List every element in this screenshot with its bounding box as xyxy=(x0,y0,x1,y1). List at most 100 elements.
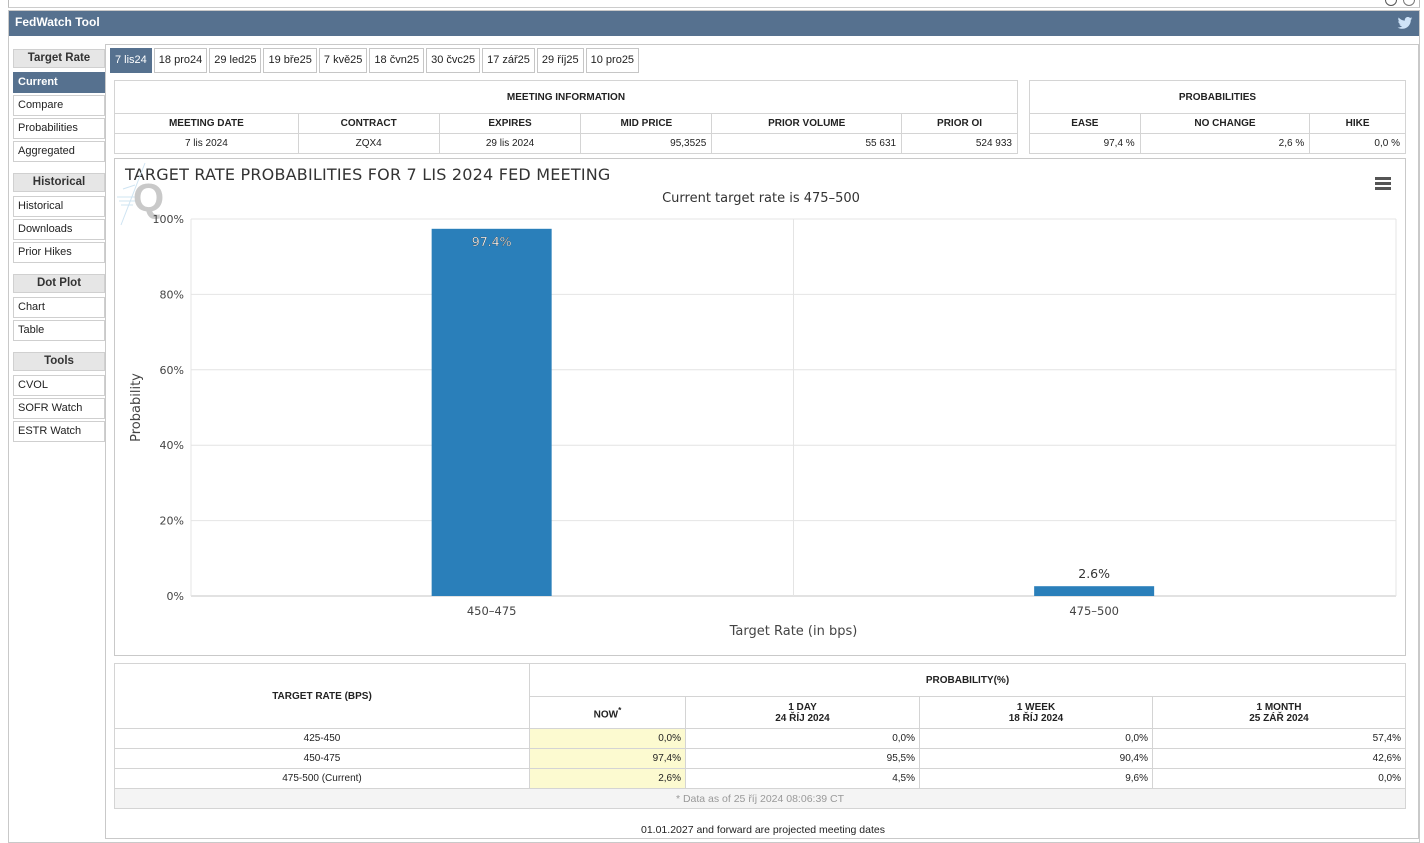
sidebar-item-chart[interactable]: Chart xyxy=(13,297,105,318)
probability-cell: 0,0% xyxy=(685,728,920,749)
col-no-change: NO CHANGE xyxy=(1139,113,1311,134)
table-row: 450-475 97,4% 95,5% 90,4% 42,6% xyxy=(114,748,1406,769)
main-panel: 7 lis24 18 pro24 29 led25 19 bře25 7 kvě25 18… xyxy=(105,44,1419,839)
app-title: FedWatch Tool xyxy=(15,15,100,29)
col-probability-period: NOW* xyxy=(529,696,686,729)
chart-subtitle: Current target rate is 475–500 xyxy=(662,191,860,206)
probability-cell: 2,6% xyxy=(529,768,686,789)
tab-meeting[interactable]: 29 říj25 xyxy=(536,48,584,73)
tab-meeting[interactable]: 18 čvn25 xyxy=(369,48,425,73)
sidebar-item-historical[interactable]: Historical xyxy=(13,196,105,217)
col-probability-period: 1 DAY 24 ŘÍJ 2024 xyxy=(685,696,920,729)
probability-cell: 0,0% xyxy=(529,728,686,749)
meeting-tabs: 7 lis24 18 pro24 29 led25 19 bře25 7 kvě25 18… xyxy=(110,48,641,73)
sidebar-item-estr-watch[interactable]: ESTR Watch xyxy=(13,421,105,442)
y-tick-label: 60% xyxy=(160,364,184,377)
sidebar-nav: Target Rate Current Compare Probabilities Ag… xyxy=(13,49,105,444)
no-change-value: 2,6 % xyxy=(1139,133,1311,154)
twitter-icon[interactable] xyxy=(1397,15,1413,31)
bar[interactable] xyxy=(431,228,552,596)
sidebar-heading[interactable]: Dot Plot xyxy=(13,274,105,293)
target-rate-cell: 450-475 xyxy=(114,748,530,769)
col-ease: EASE xyxy=(1029,113,1141,134)
sidebar-item-prior-hikes[interactable]: Prior Hikes xyxy=(13,242,105,263)
period-date: 24 ŘÍJ 2024 xyxy=(775,712,830,724)
col-hike: HIKE xyxy=(1309,113,1406,134)
sidebar-gap xyxy=(13,164,105,173)
sidebar-item-sofr-watch[interactable]: SOFR Watch xyxy=(13,398,105,419)
window-top-edge xyxy=(8,0,1420,8)
sidebar-item-table[interactable]: Table xyxy=(13,320,105,341)
sidebar-heading[interactable]: Historical xyxy=(13,173,105,192)
window-control-icon[interactable] xyxy=(1403,0,1415,6)
probability-chart: TARGET RATE PROBABILITIES FOR 7 LIS 2024… xyxy=(114,158,1406,656)
period-label: 1 WEEK xyxy=(1016,701,1056,713)
y-tick-label: 100% xyxy=(153,213,184,226)
col-contract: CONTRACT xyxy=(297,113,440,134)
col-mid-price: MID PRICE xyxy=(580,113,713,134)
app-title-bar: FedWatch Tool xyxy=(9,11,1419,36)
table-row: 475-500 (Current) 2,6% 4,5% 9,6% 0,0% xyxy=(114,768,1406,789)
sidebar-item-cvol[interactable]: CVOL xyxy=(13,375,105,396)
tab-meeting[interactable]: 19 bře25 xyxy=(263,48,317,73)
tab-meeting[interactable]: 17 zář25 xyxy=(482,48,535,73)
tab-meeting[interactable]: 30 čvc25 xyxy=(426,48,481,73)
probability-cell: 9,6% xyxy=(919,768,1153,789)
bar-data-label: 97.4% xyxy=(472,234,512,249)
period-footnote-mark: * xyxy=(618,704,622,715)
probability-header: PROBABILITY(%) xyxy=(529,663,1406,697)
bar[interactable] xyxy=(1034,586,1155,596)
probability-cell: 97,4% xyxy=(529,748,686,769)
sidebar-item-downloads[interactable]: Downloads xyxy=(13,219,105,240)
tab-meeting[interactable]: 7 kvě25 xyxy=(318,48,368,73)
expires-value: 29 lis 2024 xyxy=(438,133,582,154)
tab-meeting[interactable]: 10 pro25 xyxy=(585,48,640,73)
sidebar-item-aggregated[interactable]: Aggregated xyxy=(13,141,105,162)
hike-value: 0,0 % xyxy=(1309,133,1406,154)
x-axis-title: Target Rate (in bps) xyxy=(729,624,858,639)
tab-meeting[interactable]: 18 pro24 xyxy=(153,48,208,73)
probability-cell: 90,4% xyxy=(919,748,1153,769)
probability-cell: 57,4% xyxy=(1152,728,1406,749)
projected-dates-footnote: 01.01.2027 and forward are projected mee… xyxy=(641,824,885,836)
contract-value: ZQX4 xyxy=(297,133,440,154)
probability-table: TARGET RATE (BPS) PROBABILITY(%) NOW* 1 DAY… xyxy=(114,663,1406,809)
sidebar-item-compare[interactable]: Compare xyxy=(13,95,105,116)
sidebar-heading[interactable]: Tools xyxy=(13,352,105,371)
y-tick-label: 40% xyxy=(160,439,184,452)
probability-cell: 42,6% xyxy=(1152,748,1406,769)
probabilities-header: PROBABILITIES xyxy=(1029,80,1406,114)
data-timestamp-note: * Data as of 25 říj 2024 08:06:39 CT xyxy=(114,788,1406,809)
target-rate-cell: 475-500 (Current) xyxy=(114,768,530,789)
probability-cell: 0,0% xyxy=(919,728,1153,749)
y-tick-label: 20% xyxy=(160,515,184,528)
mid-price-value: 95,3525 xyxy=(580,133,713,154)
col-prior-oi: PRIOR OI xyxy=(901,113,1018,134)
sidebar-item-probabilities[interactable]: Probabilities xyxy=(13,118,105,139)
chart-menu-icon[interactable] xyxy=(1375,177,1391,191)
table-row: 425-450 0,0% 0,0% 0,0% 57,4% xyxy=(114,728,1406,749)
window-control-icon[interactable] xyxy=(1385,0,1397,6)
svg-text:Q: Q xyxy=(133,176,164,220)
tab-meeting[interactable]: 29 led25 xyxy=(209,48,262,73)
y-tick-label: 80% xyxy=(160,288,184,301)
prior-volume-value: 55 631 xyxy=(711,133,903,154)
y-tick-label: 0% xyxy=(167,590,184,603)
probability-cell: 4,5% xyxy=(685,768,920,789)
sidebar-item-current[interactable]: Current xyxy=(13,72,105,93)
tab-meeting[interactable]: 7 lis24 xyxy=(110,48,152,73)
ease-value: 97,4 % xyxy=(1029,133,1141,154)
col-expires: EXPIRES xyxy=(438,113,582,134)
period-label: 1 DAY xyxy=(788,701,817,713)
prior-oi-value: 524 933 xyxy=(901,133,1018,154)
chart-title: TARGET RATE PROBABILITIES FOR 7 LIS 2024… xyxy=(125,165,611,184)
col-meeting-date: MEETING DATE xyxy=(114,113,299,134)
probabilities-summary-table: PROBABILITIES EASE NO CHANGE HIKE 97,4 %… xyxy=(1029,80,1406,154)
sidebar-heading[interactable]: Target Rate xyxy=(13,49,105,68)
x-tick-label: 450–475 xyxy=(467,604,517,618)
probability-cell: 95,5% xyxy=(685,748,920,769)
meeting-info-header: MEETING INFORMATION xyxy=(114,80,1018,114)
col-target-rate: TARGET RATE (BPS) xyxy=(114,663,530,729)
bar-data-label: 2.6% xyxy=(1078,566,1110,581)
meeting-date-value: 7 lis 2024 xyxy=(114,133,299,154)
